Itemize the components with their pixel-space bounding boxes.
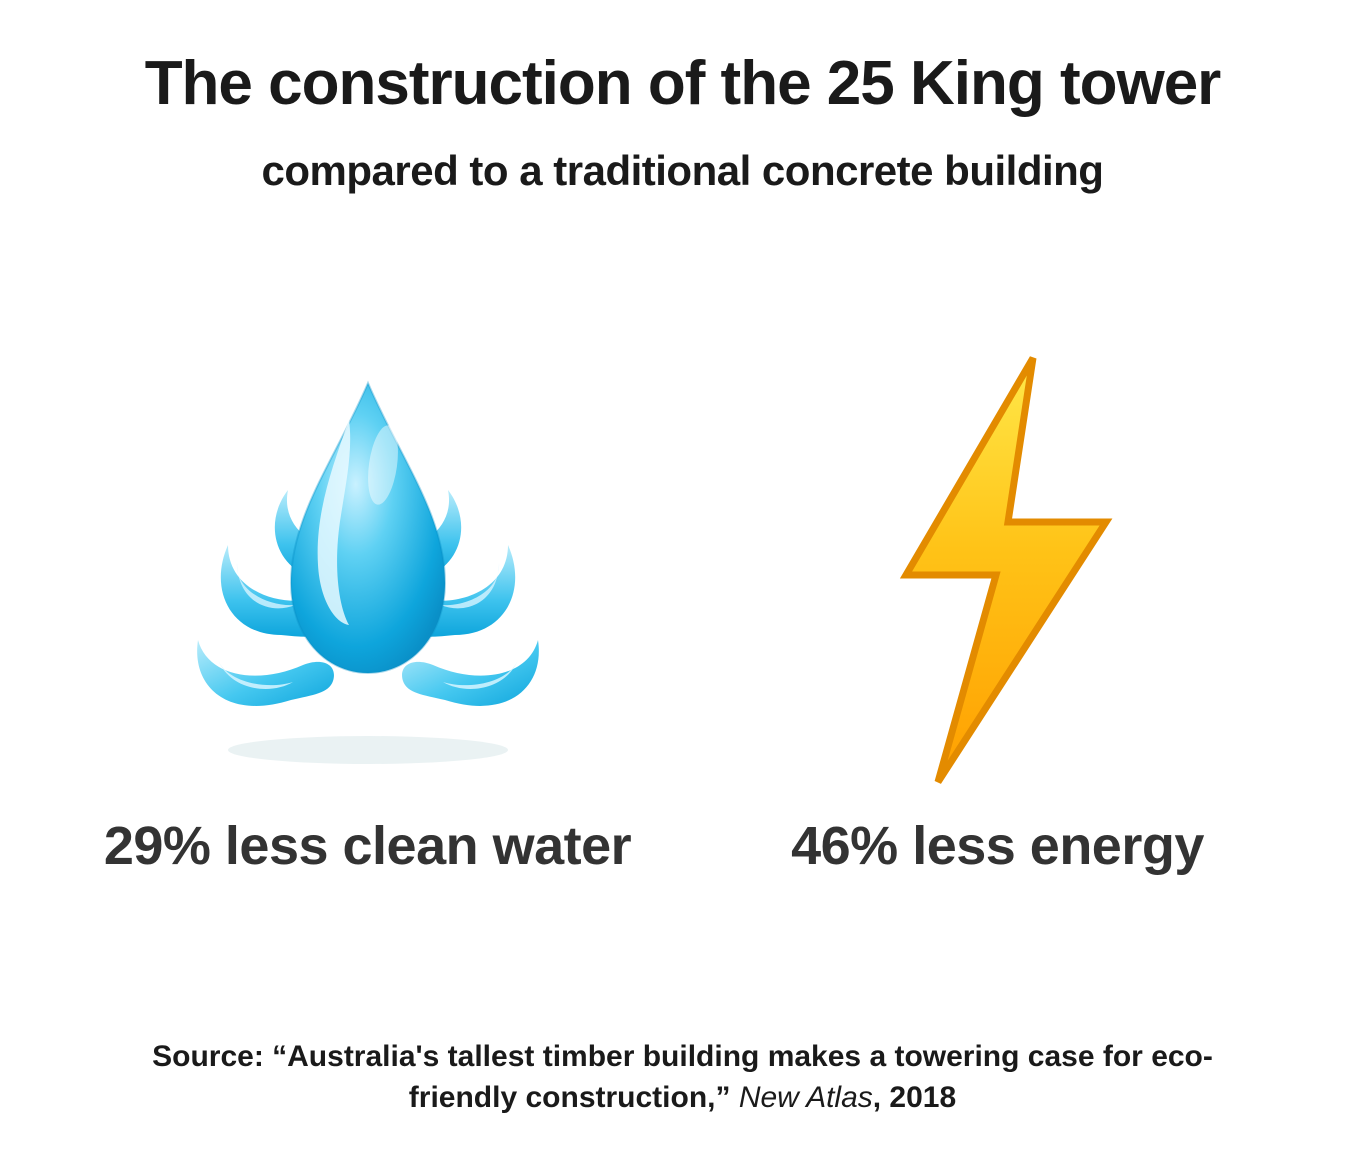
stat-water: 29% less clean water (53, 365, 683, 877)
water-drop-icon (173, 365, 563, 775)
stat-energy-label: 46% less energy (791, 815, 1204, 877)
source-publication: New Atlas (739, 1081, 873, 1114)
lightning-bolt-icon (848, 365, 1148, 775)
source-suffix: , 2018 (873, 1081, 956, 1114)
source-prefix: Source: “Australia's tallest timber buil… (152, 1040, 1213, 1114)
stat-energy: 46% less energy (683, 365, 1313, 877)
stat-water-label: 29% less clean water (104, 815, 631, 877)
page-subtitle: compared to a traditional concrete build… (262, 147, 1104, 195)
source-citation: Source: “Australia's tallest timber buil… (0, 1037, 1365, 1118)
stats-row: 29% less clean water 46% less energy (23, 365, 1343, 877)
page-title: The construction of the 25 King tower (145, 48, 1221, 119)
